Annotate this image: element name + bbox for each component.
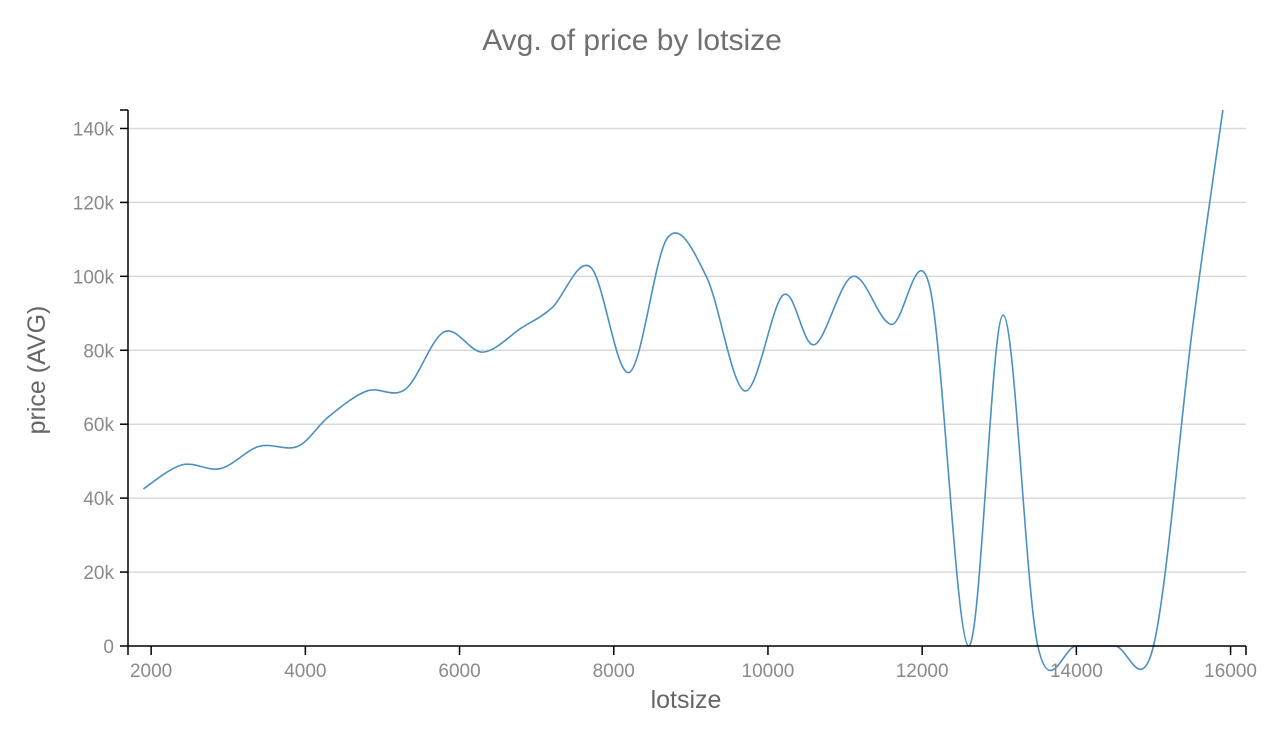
y-tick-label: 120k	[73, 193, 115, 214]
y-axis-title: price (AVG)	[23, 306, 51, 435]
ticks: 0 20k 40k 60k 80k 100k 120k 140k 2000 4000 6000 800…	[73, 109, 1257, 682]
x-axis-title: lotsize	[651, 686, 722, 714]
x-tick-label: 14000	[1050, 661, 1103, 682]
x-tick-label: 8000	[593, 661, 635, 682]
series-line	[142, 109, 1224, 672]
series-layer	[142, 109, 1224, 672]
y-tick-label: 100k	[73, 267, 115, 288]
x-tick-label: 6000	[438, 661, 480, 682]
x-tick-label: 10000	[742, 661, 795, 682]
x-tick-label: 16000	[1204, 661, 1257, 682]
gridlines	[128, 127, 1246, 573]
y-tick-label: 20k	[83, 563, 114, 584]
y-tick-label: 40k	[83, 489, 114, 510]
chart-title: Avg. of price by lotsize	[482, 24, 782, 57]
x-tick-label: 2000	[130, 661, 172, 682]
y-tick-label: 0	[103, 637, 114, 658]
y-tick-label: 60k	[83, 415, 114, 436]
x-tick-label: 4000	[284, 661, 326, 682]
x-tick-label: 12000	[896, 661, 949, 682]
y-tick-label: 140k	[73, 119, 115, 140]
axes	[127, 110, 1246, 655]
y-tick-label: 80k	[83, 341, 114, 362]
